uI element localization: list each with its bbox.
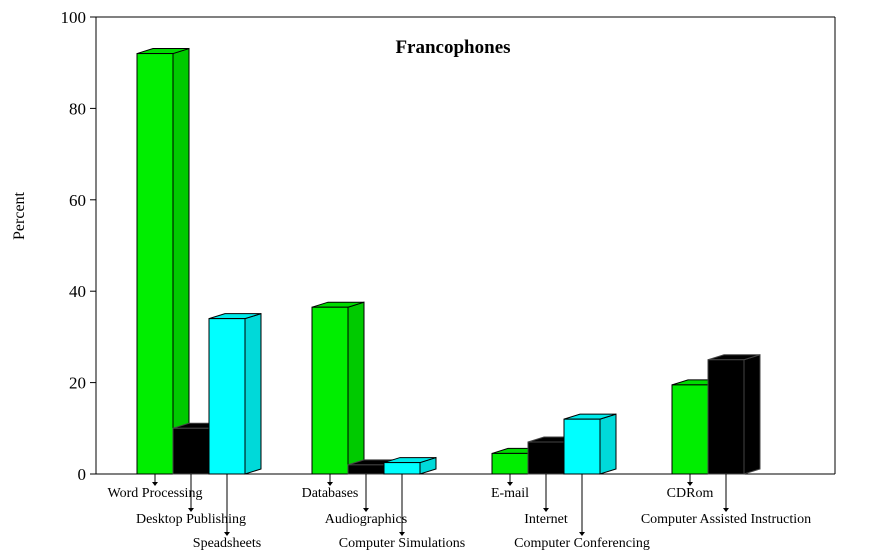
y-tick-label: 40 — [69, 282, 86, 301]
category-label: Computer Assisted Instruction — [641, 512, 811, 527]
bar-front — [347, 464, 385, 475]
bar-front — [208, 318, 246, 475]
category-label: Databases — [302, 486, 359, 501]
bar-databases — [311, 301, 365, 475]
label-arrow — [224, 532, 230, 536]
bar-front — [527, 441, 565, 475]
label-arrow — [507, 482, 513, 486]
bar-front — [172, 427, 210, 475]
bars — [136, 47, 761, 475]
bar-front — [311, 306, 349, 475]
bar-computer-simulations — [383, 456, 437, 475]
y-tick-label: 80 — [69, 99, 86, 118]
y-tick-label: 0 — [78, 465, 87, 484]
category-label: Audiographics — [325, 512, 407, 527]
category-label: Speadsheets — [193, 536, 261, 551]
y-axis-label: Percent — [11, 191, 28, 240]
bar-speadsheets — [208, 312, 262, 475]
bar-side — [244, 312, 262, 475]
y-ticks: 0 20 40 60 80 100 — [61, 8, 96, 484]
y-tick-label: 100 — [61, 8, 87, 27]
category-label: Desktop Publishing — [136, 512, 246, 527]
bar-side — [743, 354, 761, 475]
bar-front — [136, 53, 174, 475]
label-arrow — [543, 508, 549, 512]
label-arrow — [687, 482, 693, 486]
category-label: Internet — [524, 512, 568, 527]
category-labels: Word Processing Desktop Publishing Speadsh… — [108, 474, 811, 551]
category-label: CDRom — [667, 486, 714, 501]
bar-front — [563, 418, 601, 475]
bar-side — [172, 47, 190, 475]
category-label: Word Processing — [108, 486, 203, 501]
label-arrow — [327, 482, 333, 486]
category-label: Computer Simulations — [339, 536, 465, 551]
bar-computer-conferencing — [563, 413, 617, 475]
bar-front — [383, 462, 421, 475]
bar-side — [599, 413, 617, 475]
y-tick-label: 20 — [69, 374, 86, 393]
label-arrow — [723, 508, 729, 512]
label-arrow — [579, 532, 585, 536]
bar-word-processing — [136, 47, 190, 475]
bar-computer-assisted-instruction — [707, 354, 761, 475]
category-label: Computer Conferencing — [514, 536, 650, 551]
y-tick-label: 60 — [69, 191, 86, 210]
label-arrow — [399, 532, 405, 536]
label-arrow — [363, 508, 369, 512]
label-arrow — [152, 482, 158, 486]
bar-front — [671, 384, 709, 475]
category-label: E-mail — [491, 486, 529, 501]
bar-side — [347, 301, 365, 475]
label-arrow — [188, 508, 194, 512]
bar-front — [707, 359, 745, 475]
chart-title: Francophones — [395, 37, 510, 58]
bar-front — [491, 452, 529, 475]
